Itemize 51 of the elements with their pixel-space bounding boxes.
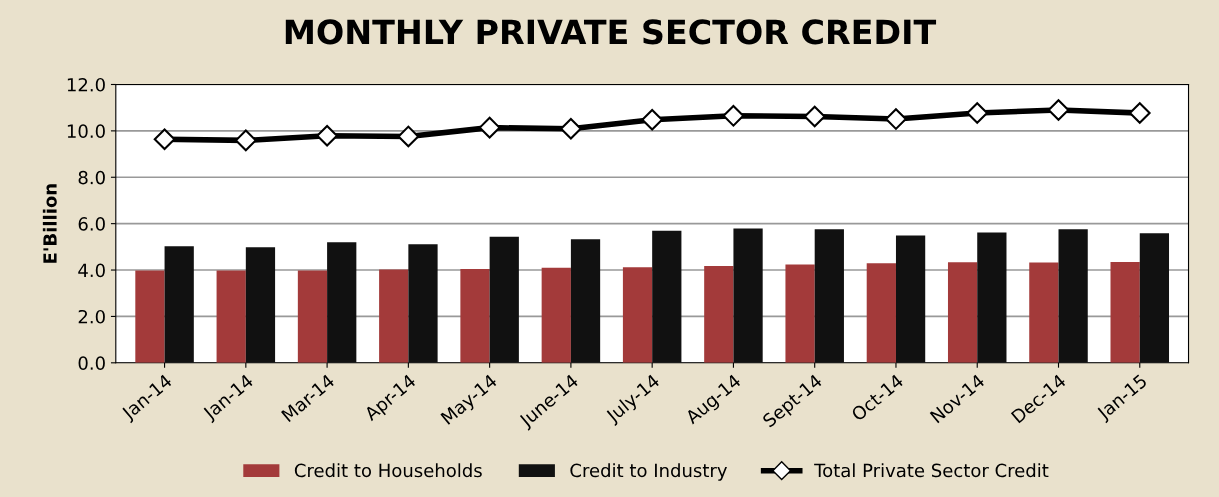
point bbox=[153, 128, 176, 151]
point bbox=[885, 108, 907, 130]
point bbox=[966, 102, 989, 124]
bar bbox=[947, 262, 978, 363]
bar bbox=[704, 266, 734, 363]
bar bbox=[733, 228, 763, 363]
bar bbox=[135, 270, 165, 363]
y-tick-label: 10.0 bbox=[67, 124, 105, 138]
bar bbox=[866, 263, 896, 363]
bar bbox=[895, 235, 926, 363]
bar bbox=[977, 232, 1007, 363]
y-tick-label: 2.0 bbox=[78, 309, 105, 324]
bar bbox=[652, 230, 682, 363]
y-tick-label: 4.0 bbox=[78, 263, 105, 278]
bar bbox=[622, 267, 653, 363]
point bbox=[1047, 99, 1070, 121]
bar bbox=[489, 236, 519, 363]
point bbox=[397, 125, 420, 148]
bar bbox=[460, 268, 490, 363]
bar bbox=[814, 229, 844, 363]
legend-label: Total Private Sector Credit bbox=[814, 463, 1049, 478]
point bbox=[722, 104, 745, 127]
point bbox=[1128, 102, 1151, 124]
y-tick-label: 8.0 bbox=[78, 170, 105, 185]
bar bbox=[1110, 261, 1140, 363]
point bbox=[478, 116, 501, 139]
bar bbox=[245, 247, 276, 363]
legend-label: Credit to Households bbox=[294, 463, 482, 478]
bar bbox=[408, 244, 438, 363]
bar bbox=[164, 246, 194, 363]
bar bbox=[327, 242, 357, 363]
bar bbox=[785, 264, 815, 363]
bar bbox=[297, 270, 328, 363]
y-tick-label: 6.0 bbox=[78, 217, 105, 231]
y-tick-label: 12.0 bbox=[67, 77, 105, 92]
y-tick-label: 0.0 bbox=[78, 356, 105, 370]
bar bbox=[216, 270, 246, 363]
y-axis-title: E'Billion bbox=[42, 184, 57, 263]
bar bbox=[379, 269, 409, 363]
bar bbox=[1029, 262, 1059, 363]
point bbox=[234, 129, 257, 152]
bar bbox=[570, 239, 601, 363]
bar bbox=[541, 267, 571, 363]
legend-label: Credit to Industry bbox=[570, 463, 727, 481]
point bbox=[641, 108, 664, 131]
bar bbox=[1058, 229, 1088, 363]
point bbox=[316, 124, 338, 147]
chart-title: MONTHLY PRIVATE SECTOR CREDIT bbox=[285, 19, 937, 45]
bar bbox=[1139, 233, 1170, 363]
point bbox=[560, 117, 582, 140]
point bbox=[803, 105, 826, 128]
